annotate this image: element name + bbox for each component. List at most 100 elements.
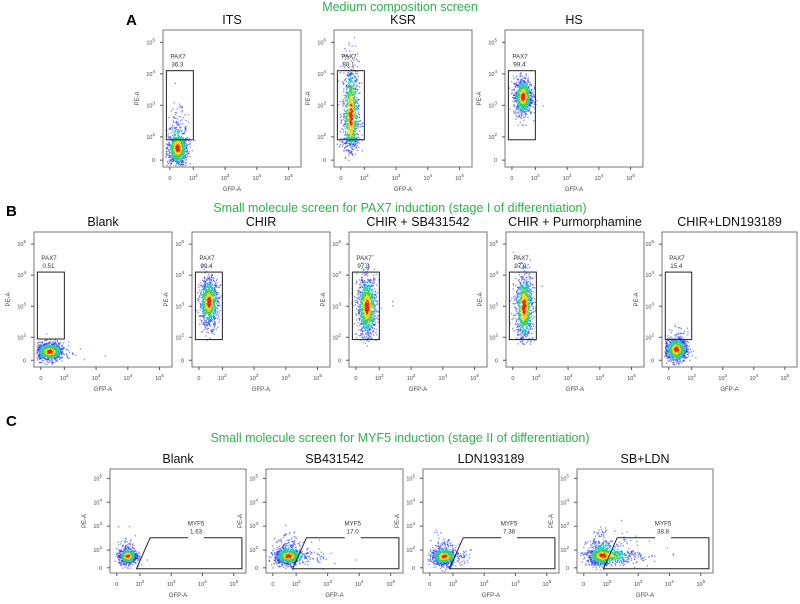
event-point — [39, 352, 41, 354]
event-point — [377, 319, 380, 321]
event-point — [345, 112, 347, 115]
event-point — [349, 93, 351, 96]
event-point — [206, 306, 209, 309]
event-point — [168, 160, 170, 162]
event-point — [520, 83, 522, 85]
event-point — [346, 102, 349, 104]
event-point — [517, 90, 519, 93]
event-point — [349, 87, 351, 89]
event-point — [179, 144, 182, 146]
event-point — [371, 281, 374, 283]
event-point — [352, 58, 354, 60]
tick-exponent: 2 — [181, 332, 184, 337]
event-point — [166, 152, 168, 154]
y-tick-label: 104 — [317, 69, 326, 78]
event-point — [47, 356, 49, 358]
event-point — [167, 146, 169, 148]
event-point — [47, 341, 49, 343]
event-point — [352, 148, 354, 151]
event-point — [52, 351, 54, 353]
tick-exponent: 5 — [290, 173, 293, 178]
event-point — [174, 149, 176, 151]
event-point — [52, 357, 54, 359]
event-point — [206, 282, 208, 284]
event-point — [353, 139, 355, 142]
event-point — [350, 102, 352, 104]
x-tick-label: 102 — [360, 173, 369, 182]
event-point — [181, 138, 183, 140]
event-point — [527, 86, 529, 88]
event-point — [348, 72, 350, 74]
event-point — [174, 157, 176, 160]
event-point — [171, 148, 173, 150]
event-point — [522, 84, 524, 86]
event-point — [522, 77, 524, 79]
event-point — [525, 124, 527, 126]
event-point — [183, 151, 186, 153]
event-point — [370, 297, 373, 299]
event-point — [519, 82, 521, 84]
tick-exponent: 4 — [23, 270, 26, 275]
event-point — [352, 87, 354, 89]
event-point — [185, 146, 187, 148]
event-point — [348, 107, 350, 109]
event-point — [366, 314, 369, 316]
event-point — [348, 66, 350, 69]
gate[interactable] — [336, 70, 365, 141]
event-point — [36, 353, 38, 355]
tick-exponent: 4 — [130, 373, 133, 378]
gate[interactable] — [507, 70, 536, 141]
event-point — [357, 66, 359, 68]
event-point — [344, 122, 347, 124]
event-point — [341, 145, 343, 148]
gate[interactable] — [194, 271, 223, 341]
x-axis-label: GFP-A — [252, 387, 270, 393]
event-point — [355, 81, 357, 83]
event-point — [216, 278, 218, 280]
event-point — [202, 294, 204, 296]
y-tick-label: 0 — [152, 158, 155, 164]
event-point — [53, 342, 55, 344]
event-point — [345, 99, 348, 101]
event-point — [345, 137, 347, 139]
event-point — [362, 125, 364, 127]
event-point — [174, 127, 176, 129]
event-point — [43, 350, 45, 352]
event-point — [57, 351, 59, 353]
event-point — [350, 152, 353, 154]
event-point — [529, 98, 531, 100]
event-point — [519, 97, 521, 99]
event-point — [209, 284, 211, 286]
event-point — [373, 274, 375, 276]
event-point — [209, 301, 211, 303]
gate[interactable] — [36, 271, 65, 340]
event-point — [349, 89, 351, 92]
event-point — [523, 87, 526, 89]
event-point — [169, 127, 171, 130]
event-point — [522, 85, 524, 87]
event-point — [51, 357, 53, 359]
event-point — [168, 150, 170, 152]
event-point — [184, 127, 186, 129]
event-point — [203, 278, 206, 280]
event-point — [355, 72, 357, 75]
event-point — [364, 309, 366, 312]
event-point — [206, 303, 208, 305]
event-point — [525, 78, 527, 80]
event-point — [368, 288, 370, 290]
event-point — [180, 148, 183, 151]
event-point — [206, 327, 208, 329]
event-point — [179, 145, 181, 147]
event-point — [212, 317, 215, 319]
event-point — [351, 108, 354, 110]
event-point — [48, 361, 51, 363]
event-point — [368, 301, 371, 303]
event-point — [180, 158, 182, 160]
event-point — [349, 141, 351, 143]
event-point — [169, 158, 171, 160]
event-point — [352, 94, 354, 96]
gate[interactable] — [165, 70, 194, 141]
tick-exponent: 4 — [494, 69, 497, 74]
event-point — [524, 103, 527, 105]
event-point — [368, 279, 370, 281]
